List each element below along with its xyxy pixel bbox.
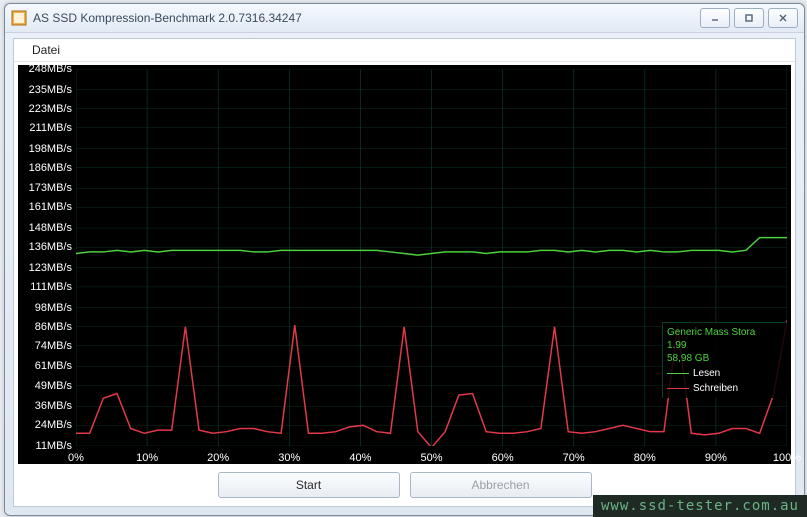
- close-button[interactable]: [768, 8, 798, 28]
- maximize-button[interactable]: [734, 8, 764, 28]
- y-tick-label: 36MB/s: [35, 400, 72, 412]
- minimize-button[interactable]: [700, 8, 730, 28]
- y-tick-label: 223MB/s: [29, 103, 72, 115]
- y-tick-label: 161MB/s: [29, 201, 72, 213]
- x-tick-label: 80%: [634, 452, 656, 464]
- legend-write: Schreiben: [667, 382, 783, 395]
- y-tick-label: 198MB/s: [29, 143, 72, 155]
- client-area: Datei 11MB/s 24MB/s 36MB/s 49MB/s 61MB/s 74MB…: [13, 38, 796, 507]
- x-tick-label: 90%: [705, 452, 727, 464]
- window-title: AS SSD Kompression-Benchmark 2.0.7316.34…: [33, 11, 700, 25]
- x-tick-label: 70%: [563, 452, 585, 464]
- x-tick-label: 10%: [136, 452, 158, 464]
- x-tick-label: 20%: [207, 452, 229, 464]
- y-tick-label: 248MB/s: [29, 63, 72, 75]
- y-tick-label: 61MB/s: [35, 360, 72, 372]
- x-tick-label: 50%: [420, 452, 442, 464]
- y-tick-label: 11MB/s: [36, 440, 72, 452]
- app-window: AS SSD Kompression-Benchmark 2.0.7316.34…: [4, 3, 805, 516]
- y-tick-label: 211MB/s: [29, 122, 72, 134]
- legend-device-line2: 1.99: [667, 339, 783, 352]
- x-tick-label: 100%: [773, 452, 801, 464]
- legend-device-line1: Generic Mass Stora: [667, 326, 783, 339]
- menu-datei[interactable]: Datei: [24, 41, 68, 59]
- y-tick-label: 98MB/s: [35, 302, 72, 314]
- titlebar[interactable]: AS SSD Kompression-Benchmark 2.0.7316.34…: [5, 4, 804, 33]
- abort-button: Abbrechen: [410, 472, 592, 498]
- legend-write-swatch: [667, 388, 689, 389]
- legend-read: Lesen: [667, 367, 783, 380]
- y-tick-label: 173MB/s: [29, 182, 72, 194]
- watermark: www.ssd-tester.com.au: [593, 495, 807, 517]
- x-tick-label: 40%: [349, 452, 371, 464]
- x-tick-label: 0%: [68, 452, 84, 464]
- legend: Generic Mass Stora 1.99 58,98 GB Lesen S…: [662, 322, 787, 398]
- app-icon: [11, 10, 27, 26]
- y-tick-label: 235MB/s: [29, 84, 72, 96]
- menubar: Datei: [14, 39, 795, 62]
- y-tick-label: 74MB/s: [35, 340, 72, 352]
- y-tick-label: 24MB/s: [35, 419, 72, 431]
- chart: 11MB/s 24MB/s 36MB/s 49MB/s 61MB/s 74MB/s 86MB…: [18, 65, 791, 464]
- plot-area: Generic Mass Stora 1.99 58,98 GB Lesen S…: [76, 69, 787, 446]
- y-tick-label: 148MB/s: [29, 222, 72, 234]
- y-tick-label: 123MB/s: [29, 262, 72, 274]
- y-tick-label: 111MB/s: [30, 281, 72, 293]
- y-tick-label: 86MB/s: [35, 321, 72, 333]
- legend-read-label: Lesen: [693, 367, 720, 380]
- legend-device-line3: 58,98 GB: [667, 352, 783, 365]
- x-axis-labels: 0%10%20%30%40%50%60%70%80%90%100%: [76, 448, 787, 464]
- legend-write-label: Schreiben: [693, 382, 738, 395]
- x-tick-label: 60%: [492, 452, 514, 464]
- window-buttons: [700, 8, 798, 28]
- start-button[interactable]: Start: [218, 472, 400, 498]
- y-tick-label: 49MB/s: [35, 380, 72, 392]
- y-axis-labels: 11MB/s24MB/s36MB/s49MB/s61MB/s74MB/s86MB…: [18, 69, 74, 446]
- y-tick-label: 186MB/s: [29, 162, 72, 174]
- x-tick-label: 30%: [278, 452, 300, 464]
- legend-read-swatch: [667, 373, 689, 374]
- y-tick-label: 136MB/s: [29, 241, 72, 253]
